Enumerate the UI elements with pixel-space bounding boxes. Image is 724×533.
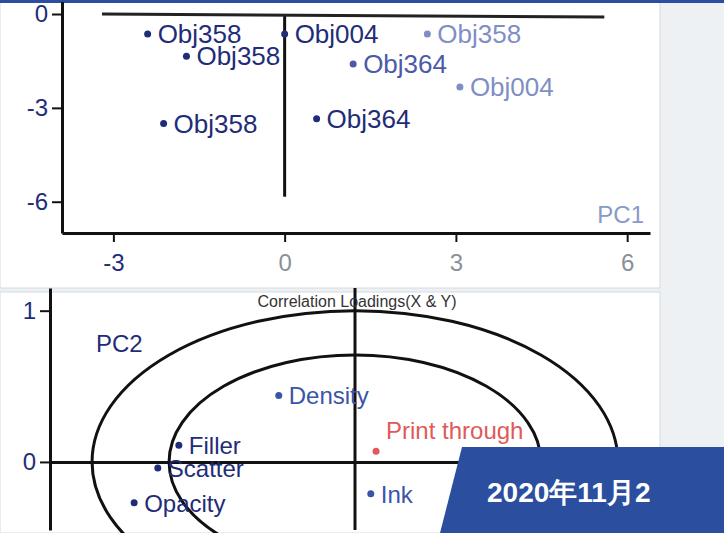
point-label: Print through bbox=[386, 417, 523, 444]
x-tick: -3 bbox=[103, 233, 124, 276]
x-axis: -3 0 3 6 bbox=[63, 233, 651, 276]
point bbox=[154, 464, 161, 471]
x-tick-mark bbox=[627, 233, 629, 242]
x-tick: 6 bbox=[621, 233, 634, 276]
chart-0: -3036-6-30Obj358Obj358Obj358Obj004Obj364… bbox=[27, 0, 651, 276]
x-tick-mark bbox=[284, 233, 286, 242]
point bbox=[350, 61, 357, 68]
y-tick-mark bbox=[52, 201, 62, 203]
point bbox=[131, 499, 138, 506]
x-tick-label: 3 bbox=[450, 249, 463, 276]
x-tick: 0 bbox=[278, 233, 291, 276]
y-axis: -6 -3 0 bbox=[27, 0, 63, 233]
point bbox=[175, 442, 182, 449]
x-axis-line bbox=[63, 232, 651, 235]
panel-0 bbox=[0, 0, 660, 288]
x-axis-title: PC1 bbox=[597, 201, 644, 228]
y-tick-label: 1 bbox=[23, 297, 36, 324]
y-axis-title: PC2 bbox=[96, 330, 143, 357]
y-tick: 0 bbox=[23, 448, 50, 475]
point-label: Density bbox=[289, 382, 369, 409]
point-label: Opacity bbox=[144, 490, 225, 517]
point-label: Ink bbox=[381, 481, 414, 508]
point-label: Obj004 bbox=[470, 72, 554, 102]
banner-text: 2020年11月2 bbox=[487, 477, 650, 508]
zero-line-x bbox=[283, 14, 286, 197]
point-label: Obj358 bbox=[196, 41, 280, 71]
y-tick-mark bbox=[40, 461, 50, 463]
point bbox=[281, 31, 288, 38]
date-banner: 2020年11月2 bbox=[440, 447, 724, 533]
point bbox=[424, 31, 431, 38]
point bbox=[313, 115, 320, 122]
x-tick-mark bbox=[455, 233, 457, 242]
y-tick-mark bbox=[52, 107, 62, 109]
x-tick: 3 bbox=[450, 233, 463, 276]
top-stripe bbox=[0, 0, 724, 3]
point bbox=[367, 490, 374, 497]
y-tick-label: -3 bbox=[27, 94, 48, 121]
y-axis-line bbox=[61, 2, 64, 234]
point-label: Obj358 bbox=[174, 109, 258, 139]
point bbox=[275, 392, 282, 399]
chart-title: Correlation Loadings(X & Y) bbox=[258, 293, 457, 310]
y-tick: -3 bbox=[27, 94, 62, 121]
canvas: -3036-6-30Obj358Obj358Obj358Obj004Obj364… bbox=[0, 0, 724, 533]
zero-line-y bbox=[102, 14, 604, 17]
y-axis: 01 bbox=[23, 289, 51, 531]
y-tick-mark bbox=[40, 310, 50, 312]
point-labels: Obj358Obj358Obj358Obj004Obj364Obj364Obj3… bbox=[158, 19, 554, 138]
y-tick-label: -6 bbox=[27, 188, 48, 215]
point-label: Obj364 bbox=[363, 49, 447, 79]
point bbox=[144, 31, 151, 38]
y-tick: 0 bbox=[35, 0, 62, 27]
point bbox=[456, 83, 463, 90]
point bbox=[183, 53, 190, 60]
x-tick-label: -3 bbox=[103, 249, 124, 276]
chart-1: 01DensityFillerScatterOpacityPrint throu… bbox=[23, 288, 661, 533]
point bbox=[160, 120, 167, 127]
y-tick-mark bbox=[52, 14, 62, 16]
point-label: Scatter bbox=[168, 455, 244, 482]
point-label: Obj358 bbox=[437, 19, 521, 49]
banner-box bbox=[440, 447, 724, 533]
y-axis-line bbox=[49, 289, 52, 531]
background bbox=[0, 0, 724, 533]
point-label: Obj004 bbox=[295, 19, 379, 49]
y-tick: 1 bbox=[23, 297, 50, 324]
x-tick-label: 6 bbox=[621, 249, 634, 276]
y-tick-label: 0 bbox=[23, 448, 36, 475]
y-tick-label: 0 bbox=[35, 0, 48, 27]
point bbox=[373, 448, 380, 455]
x-tick-label: 0 bbox=[278, 249, 291, 276]
point-label: Obj364 bbox=[327, 104, 411, 134]
y-tick: -6 bbox=[27, 188, 62, 215]
x-tick-mark bbox=[113, 233, 115, 242]
